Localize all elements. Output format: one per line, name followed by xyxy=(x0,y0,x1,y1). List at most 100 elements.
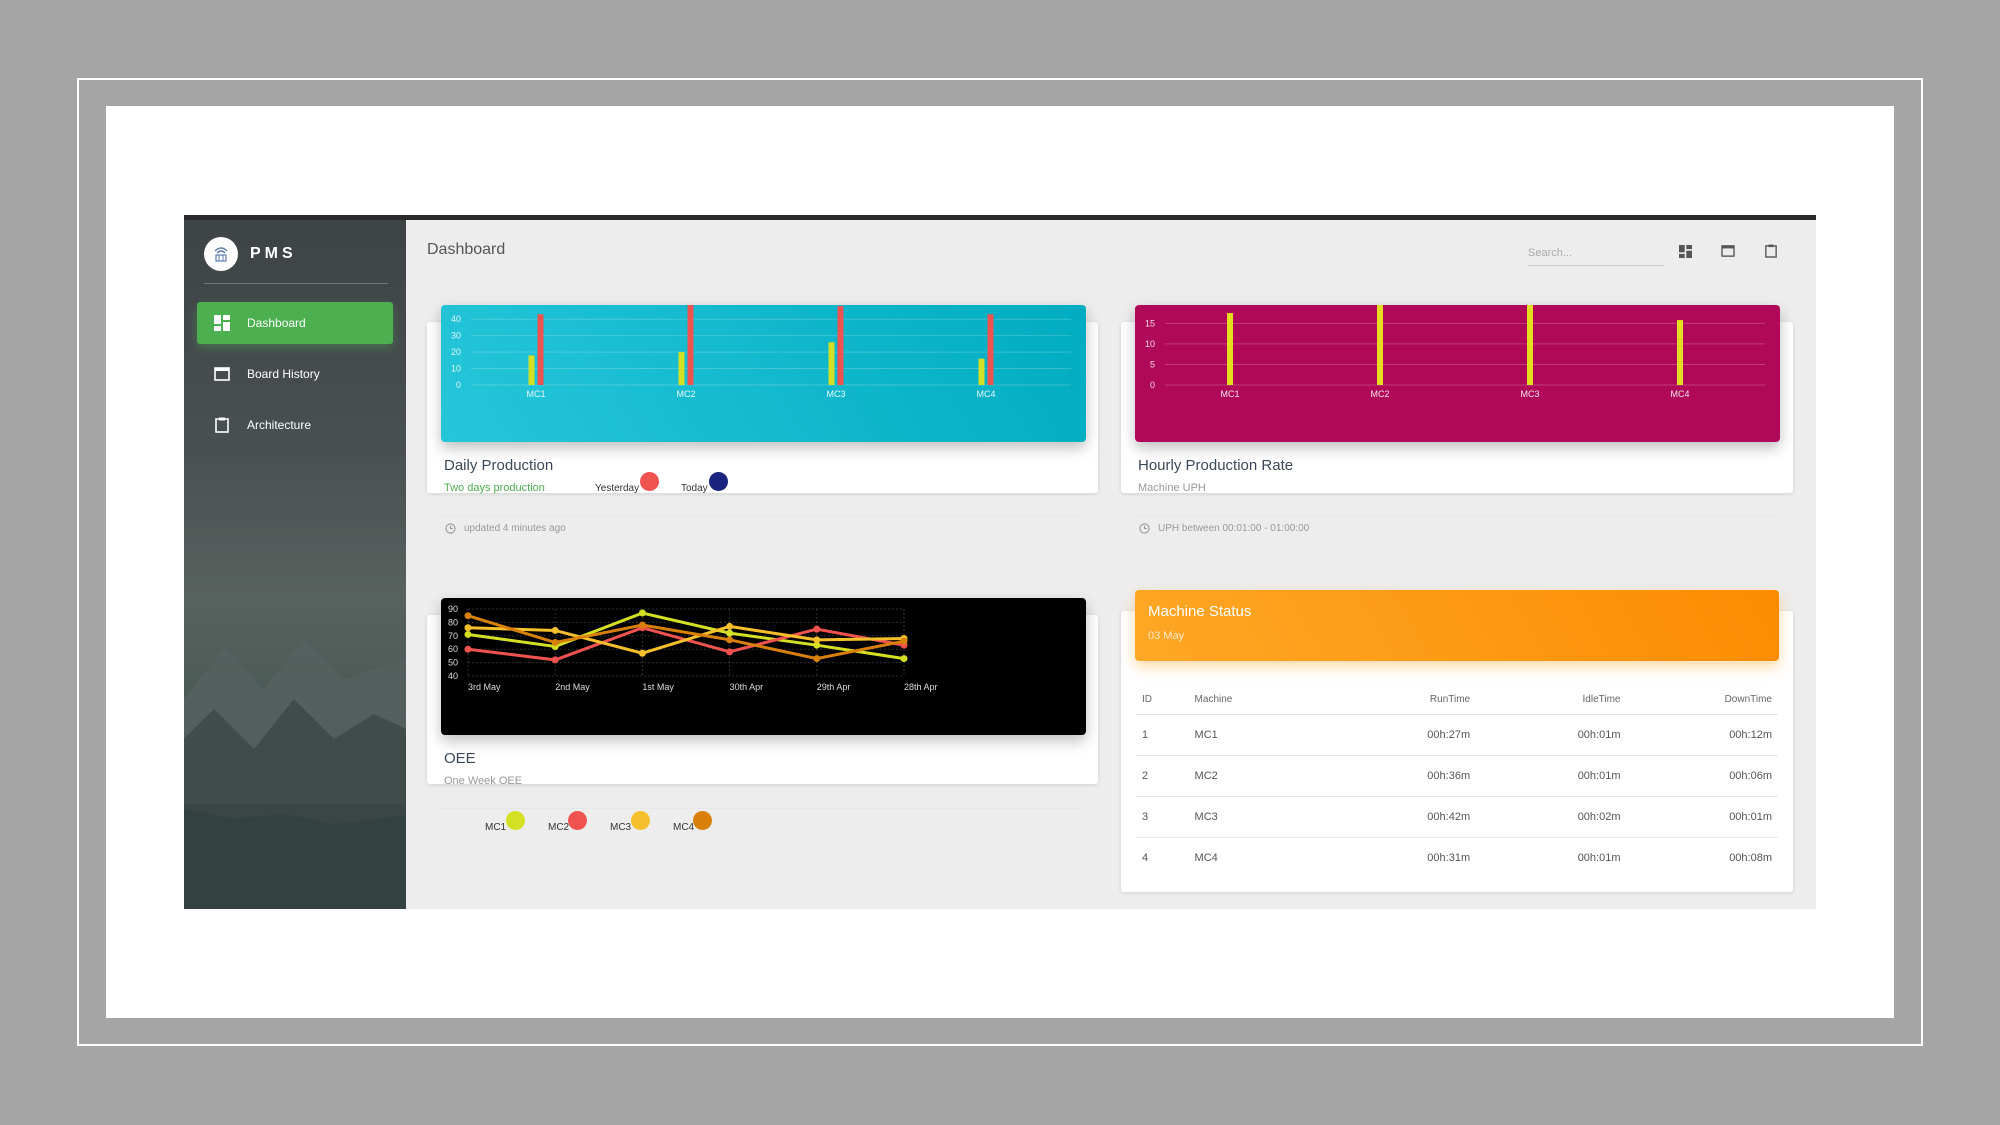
bar xyxy=(1527,305,1533,385)
y-tick-label: 40 xyxy=(451,314,461,324)
legend-label-mc1: MC1 xyxy=(485,822,507,833)
machine-status-date: 03 May xyxy=(1148,630,1185,642)
machine-status-title: Machine Status xyxy=(1148,603,1252,620)
data-point xyxy=(551,656,559,664)
brand[interactable]: PMS xyxy=(204,234,297,274)
data-point xyxy=(464,630,472,638)
legend-dot-mc2 xyxy=(568,811,587,830)
bar xyxy=(1227,313,1233,385)
hourly-production-subtitle: Machine UPH xyxy=(1138,482,1206,494)
bar xyxy=(1677,320,1683,385)
data-point xyxy=(464,624,472,632)
sidebar-item-dashboard[interactable]: Dashboard xyxy=(197,302,393,344)
cell-machine: MC3 xyxy=(1194,796,1357,838)
data-point xyxy=(551,626,559,634)
clock-icon xyxy=(1139,523,1150,534)
x-tick-label: MC4 xyxy=(1670,389,1689,399)
clipboard-icon[interactable] xyxy=(1762,242,1780,260)
x-tick-label: MC1 xyxy=(1220,389,1239,399)
cell-runtime: 00h:27m xyxy=(1356,714,1471,756)
x-tick-label: 1st May xyxy=(642,682,674,692)
y-tick-label: 0 xyxy=(456,380,461,390)
bar xyxy=(687,305,694,385)
column-header-id: ID xyxy=(1136,686,1195,715)
bar xyxy=(528,355,535,385)
data-point xyxy=(551,639,559,646)
cell-machine: MC2 xyxy=(1194,755,1357,797)
brand-name: PMS xyxy=(250,245,297,262)
data-point xyxy=(464,645,472,653)
cell-id: 3 xyxy=(1136,796,1195,838)
x-tick-label: MC1 xyxy=(526,389,545,399)
legend-label-mc2: MC2 xyxy=(548,822,570,833)
window-icon xyxy=(213,365,231,383)
sidebar-item-architecture[interactable]: Architecture xyxy=(197,404,393,446)
y-tick-label: 10 xyxy=(1145,339,1155,349)
legend-label-today: Today xyxy=(681,483,708,494)
bar xyxy=(828,342,835,385)
cell-downtime: 00h:01m xyxy=(1620,796,1778,838)
y-tick-label: 5 xyxy=(1150,359,1155,369)
window-icon[interactable] xyxy=(1719,242,1737,260)
cell-runtime: 00h:31m xyxy=(1427,851,1471,864)
x-tick-label: MC2 xyxy=(1370,389,1389,399)
bar xyxy=(978,358,985,385)
data-point xyxy=(726,622,734,630)
y-tick-label: 70 xyxy=(448,631,458,641)
x-tick-label: 29th Apr xyxy=(817,682,851,692)
cell-idletime: 00h:01m xyxy=(1470,755,1621,797)
y-tick-label: 30 xyxy=(451,331,461,341)
cell-downtime: 00h:08m xyxy=(1729,851,1772,864)
column-header-idletime: IdleTime xyxy=(1470,686,1621,715)
series-line xyxy=(467,624,905,655)
legend-dot-today xyxy=(709,472,728,491)
table-row: 3 MC3 00h:42m 00h:02m 00h:01m xyxy=(1136,796,1778,838)
hourly-production-footer-text: UPH between 00:01:00 - 01:00:00 xyxy=(1158,523,1310,534)
cell-machine: MC1 xyxy=(1194,714,1357,756)
legend-dot-mc3 xyxy=(631,811,650,830)
hourly-production-footer: UPH between 00:01:00 - 01:00:00 xyxy=(1139,523,1309,534)
table-header-row: ID Machine RunTime IdleTime DownTime xyxy=(1136,686,1778,715)
clock-icon xyxy=(445,523,456,534)
legend-dot-yesterday xyxy=(640,472,659,491)
outer-frame xyxy=(77,78,1923,1046)
bar xyxy=(1377,305,1383,385)
hourly-production-title: Hourly Production Rate xyxy=(1138,457,1294,474)
cell-runtime: 00h:42m xyxy=(1356,796,1471,838)
data-point xyxy=(726,629,734,637)
cell-idletime: 00h:02m xyxy=(1470,796,1621,838)
oee-title: OEE xyxy=(444,750,476,767)
dashboard-icon[interactable] xyxy=(1676,242,1694,260)
table-row: 1 MC1 00h:27m 00h:01m 00h:12m xyxy=(1136,714,1778,756)
sidebar: PMS Dashboard Board History Architectur xyxy=(184,220,406,909)
x-tick-label: MC2 xyxy=(676,389,695,399)
y-tick-label: 40 xyxy=(448,671,458,681)
daily-production-footer-text: updated 4 minutes ago xyxy=(464,523,566,534)
daily-production-footer: updated 4 minutes ago xyxy=(445,523,566,534)
data-point xyxy=(900,637,908,645)
hourly-production-chart: 0 5 10 15 MC1 MC2 MC3 MC4 xyxy=(1135,305,1780,442)
table-row: 2 MC2 00h:36m 00h:01m 00h:06m xyxy=(1136,755,1778,797)
bar xyxy=(837,306,844,385)
brand-divider xyxy=(204,283,388,284)
y-tick-label: 90 xyxy=(448,604,458,614)
data-point xyxy=(464,612,472,620)
cell-downtime: 00h:06m xyxy=(1620,755,1778,797)
data-point xyxy=(813,636,821,644)
machine-status-header: Machine Status 03 May xyxy=(1135,590,1779,661)
y-tick-label: 50 xyxy=(448,658,458,668)
sidebar-item-board-history[interactable]: Board History xyxy=(197,353,393,395)
sidebar-item-label: Board History xyxy=(247,367,320,381)
y-tick-label: 60 xyxy=(448,644,458,654)
card-divider xyxy=(442,515,1083,516)
cell-idletime: 00h:01m xyxy=(1577,851,1621,864)
machine-status-table: ID Machine RunTime IdleTime DownTime 1 M… xyxy=(1136,686,1778,878)
x-tick-label: MC3 xyxy=(1520,389,1539,399)
cell-id: 2 xyxy=(1136,755,1195,797)
bar xyxy=(987,314,994,385)
search-input[interactable] xyxy=(1528,240,1664,266)
legend-label-yesterday: Yesterday xyxy=(595,483,640,494)
y-tick-label: 0 xyxy=(1150,380,1155,390)
legend-label-mc3: MC3 xyxy=(610,822,632,833)
data-point xyxy=(726,648,734,656)
